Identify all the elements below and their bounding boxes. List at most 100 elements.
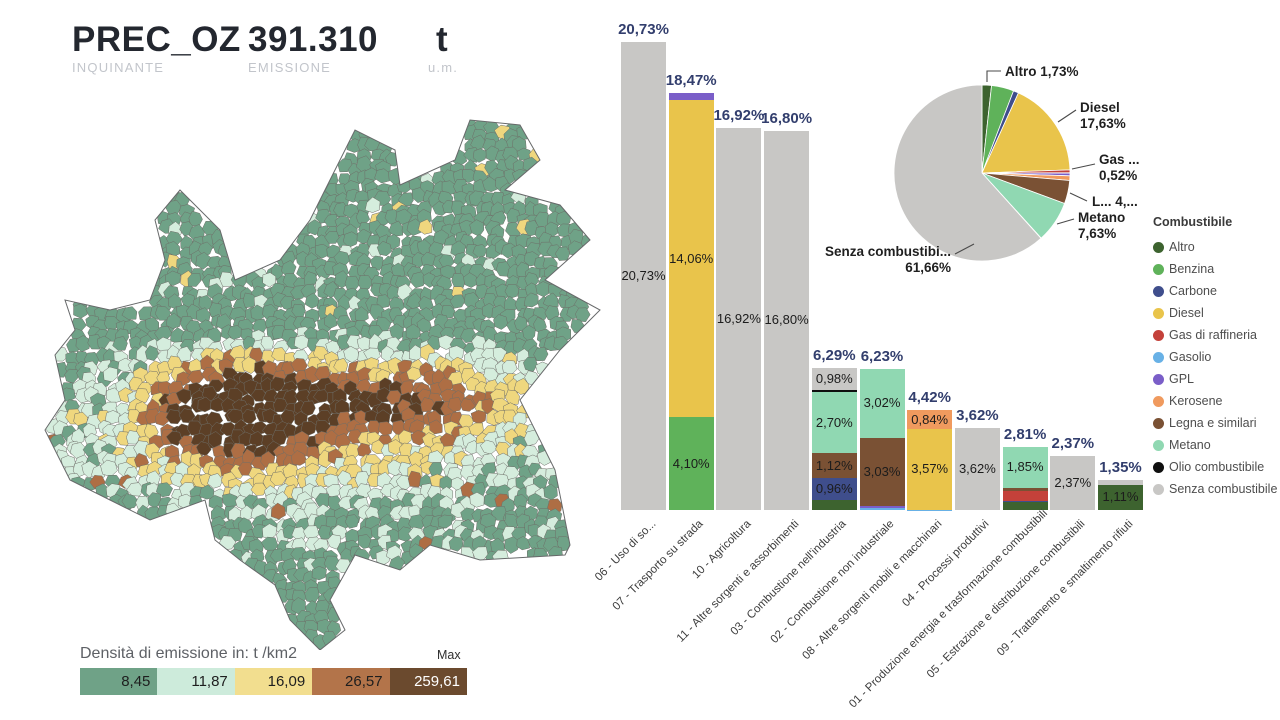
- municipality-cell[interactable]: [483, 367, 499, 382]
- municipality-cell[interactable]: [64, 368, 79, 384]
- municipality-cell[interactable]: [364, 196, 381, 213]
- municipality-cell[interactable]: [547, 498, 563, 514]
- legend-item-benzina[interactable]: Benzina: [1153, 258, 1278, 280]
- legend-item-altro[interactable]: Altro: [1153, 236, 1278, 258]
- municipality-cell[interactable]: [522, 324, 536, 343]
- bar-segment-legna-e-similari[interactable]: [1002, 488, 1048, 492]
- municipality-cell[interactable]: [388, 167, 404, 186]
- pie-slice-diesel[interactable]: [981, 92, 1071, 174]
- legend-item-gasolio[interactable]: Gasolio: [1153, 346, 1278, 368]
- bar-segment-metano[interactable]: 1,85%: [1002, 446, 1048, 489]
- municipality-cell[interactable]: [354, 306, 369, 323]
- municipality-cell[interactable]: [121, 306, 138, 320]
- bar-segment-diesel[interactable]: 3,57%: [907, 429, 953, 510]
- bar-segment-gas-di-raffineria[interactable]: [1002, 491, 1048, 501]
- municipality-cell[interactable]: [523, 292, 539, 308]
- municipality-cell[interactable]: [459, 398, 476, 412]
- municipality-cell[interactable]: [165, 409, 183, 424]
- municipality-cell[interactable]: [451, 272, 466, 289]
- municipality-cell[interactable]: [269, 471, 287, 486]
- municipality-cell[interactable]: [357, 442, 372, 458]
- municipality-cell[interactable]: [187, 369, 205, 384]
- bar-segment-metano[interactable]: 3,02%: [859, 369, 905, 438]
- bar-segment-carbone[interactable]: 0,96%: [811, 478, 857, 501]
- municipality-cell[interactable]: [199, 484, 215, 500]
- municipality-cell[interactable]: [312, 389, 330, 403]
- municipality-cell[interactable]: [251, 523, 267, 539]
- legend-item-diesel[interactable]: Diesel: [1153, 302, 1278, 324]
- bar-segment-senza-combustibile[interactable]: [1098, 479, 1143, 485]
- bar-segment-altro[interactable]: [811, 500, 857, 510]
- municipality-cell[interactable]: [112, 336, 128, 351]
- municipality-cell[interactable]: [291, 303, 306, 318]
- municipality-cell[interactable]: [311, 565, 327, 581]
- legend-item-metano[interactable]: Metano: [1153, 434, 1278, 456]
- municipality-cell[interactable]: [325, 340, 340, 356]
- municipality-cell[interactable]: [376, 240, 393, 257]
- legend-item-gas-di-raffineria[interactable]: Gas di raffineria: [1153, 324, 1278, 346]
- municipality-cell[interactable]: [369, 255, 385, 271]
- municipality-cell[interactable]: [333, 357, 349, 373]
- municipality-cell[interactable]: [334, 398, 350, 416]
- bar-segment-altro[interactable]: 1,11%: [1098, 484, 1143, 510]
- municipality-cell[interactable]: [447, 397, 463, 412]
- municipality-cell[interactable]: [327, 534, 341, 550]
- municipality-cell[interactable]: [241, 356, 259, 374]
- legend-item-olio-combustibile[interactable]: Olio combustibile: [1153, 456, 1278, 478]
- bar-segment-benzina[interactable]: 4,10%: [668, 417, 714, 510]
- choropleth-cells[interactable]: [44, 117, 596, 650]
- municipality-cell[interactable]: [121, 493, 139, 509]
- municipality-cell[interactable]: [324, 312, 338, 329]
- municipality-cell[interactable]: [411, 187, 426, 203]
- municipality-cell[interactable]: [504, 284, 520, 300]
- municipality-cell[interactable]: [504, 389, 520, 405]
- municipality-cell[interactable]: [304, 587, 320, 603]
- choropleth-map[interactable]: [35, 100, 605, 650]
- municipality-cell[interactable]: [469, 492, 485, 508]
- bar-segment-senza-combustibile[interactable]: 2,37%: [1050, 456, 1096, 510]
- municipality-cell[interactable]: [291, 450, 308, 466]
- municipality-cell[interactable]: [448, 536, 464, 552]
- municipality-cell[interactable]: [504, 536, 521, 554]
- bar-segment-gpl[interactable]: [668, 93, 714, 100]
- municipality-cell[interactable]: [176, 346, 192, 362]
- bar-segment-diesel[interactable]: 14,06%: [668, 100, 714, 418]
- municipality-cell[interactable]: [207, 473, 224, 489]
- legend-item-legna-e-similari[interactable]: Legna e similari: [1153, 412, 1278, 434]
- bar-segment-senza-combustibile[interactable]: 20,73%: [621, 42, 666, 510]
- municipality-cell[interactable]: [165, 312, 181, 329]
- municipality-cell[interactable]: [355, 209, 371, 225]
- municipality-cell[interactable]: [533, 346, 549, 362]
- municipality-cell[interactable]: [406, 366, 422, 381]
- municipality-cell[interactable]: [363, 347, 381, 362]
- municipality-cell[interactable]: [155, 411, 170, 427]
- bar-segment-legna-e-similari[interactable]: 1,12%: [811, 453, 857, 479]
- municipality-cell[interactable]: [472, 244, 488, 258]
- municipality-cell[interactable]: [155, 482, 174, 498]
- municipality-cell[interactable]: [291, 526, 307, 541]
- legend-item-carbone[interactable]: Carbone: [1153, 280, 1278, 302]
- pie-slice-senza-combustibile[interactable]: [893, 84, 1042, 262]
- bar-segment-senza-combustibile[interactable]: 16,92%: [716, 128, 762, 510]
- municipality-cell[interactable]: [378, 421, 394, 437]
- bar-segment-kerosene[interactable]: 0,84%: [907, 410, 953, 430]
- municipality-cell[interactable]: [437, 514, 453, 529]
- municipality-cell[interactable]: [428, 462, 443, 477]
- municipality-cell[interactable]: [103, 366, 118, 383]
- municipality-cell[interactable]: [175, 388, 192, 405]
- municipality-cell[interactable]: [472, 148, 488, 163]
- municipality-cell[interactable]: [429, 419, 443, 435]
- municipality-cell[interactable]: [501, 360, 518, 376]
- municipality-cell[interactable]: [397, 192, 414, 207]
- municipality-cell[interactable]: [270, 502, 286, 520]
- bar-segment-senza-combustibile[interactable]: 3,62%: [954, 428, 1000, 510]
- municipality-cell[interactable]: [556, 211, 572, 228]
- legend-item-kerosene[interactable]: Kerosene: [1153, 390, 1278, 412]
- municipality-cell[interactable]: [262, 523, 278, 540]
- municipality-cell[interactable]: [58, 387, 76, 402]
- municipality-cell[interactable]: [344, 514, 360, 529]
- municipality-cell[interactable]: [100, 459, 118, 477]
- municipality-cell[interactable]: [513, 377, 530, 395]
- municipality-cell[interactable]: [479, 513, 497, 528]
